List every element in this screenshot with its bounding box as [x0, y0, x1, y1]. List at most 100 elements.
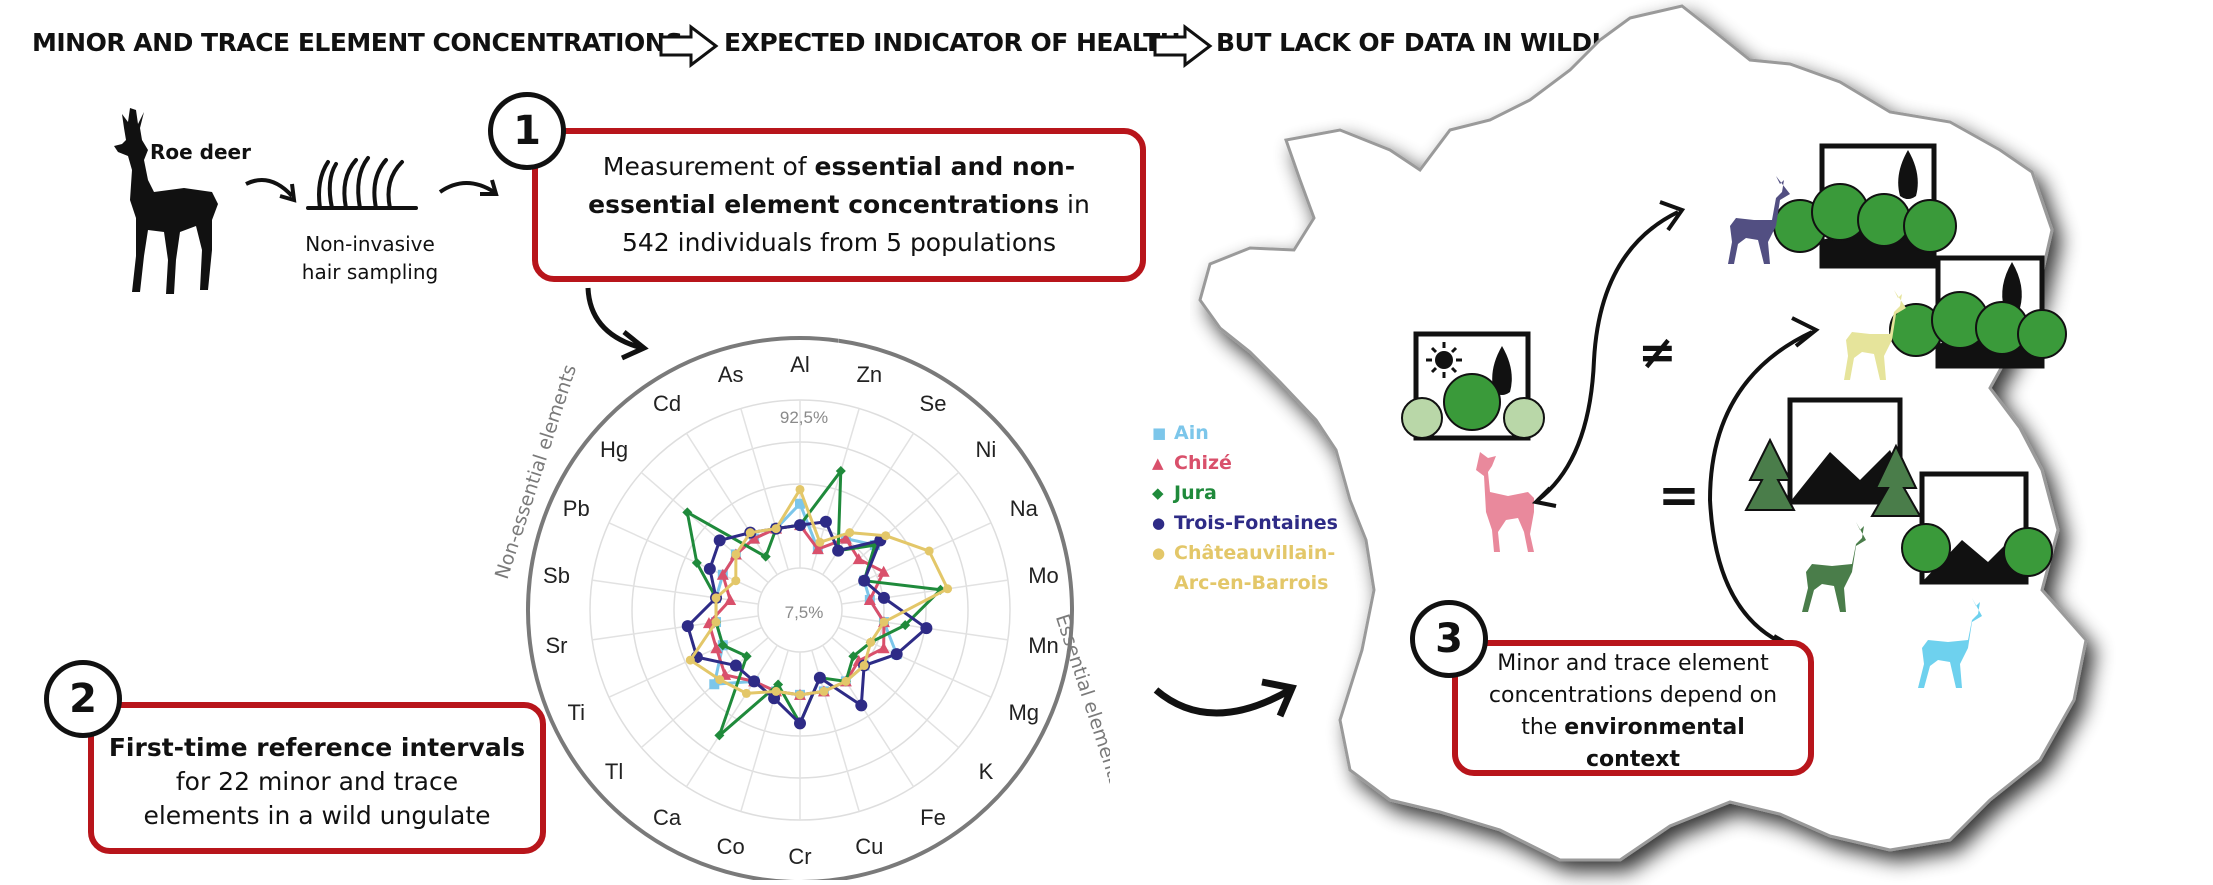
essential-elements-arc [620, 338, 1074, 880]
data-point-ch-teauvillain-arc-en-barrois-as [771, 524, 781, 534]
step-1-number: 1 [488, 92, 566, 170]
data-point-ch-teauvillain-arc-en-barrois-pb [731, 576, 741, 586]
chateauvillain-deer-icon [1844, 290, 1906, 380]
data-point-ch-teauvillain-arc-en-barrois-sr [711, 617, 721, 627]
data-point-chiz-ni [852, 553, 865, 565]
data-point-ch-teauvillain-arc-en-barrois-na [924, 546, 934, 556]
axis-label-ca: Ca [653, 805, 682, 830]
radar-spoke [608, 626, 763, 698]
data-point-trois-fontaines-mn [920, 622, 933, 635]
sampling-method-label: Non-invasive hair sampling [301, 232, 439, 284]
axis-label-na: Na [1010, 496, 1039, 521]
data-point-jura-pb [691, 557, 702, 568]
radial-tick-outer: 92,5% [780, 408, 828, 427]
data-point-trois-fontaines-cr [794, 717, 806, 730]
step-3-box: Minor and trace element concentrations d… [1452, 640, 1814, 776]
legend-label: Chizé [1174, 452, 1232, 474]
data-point-chiz-se [839, 532, 852, 544]
data-point-trois-fontaines-mg [890, 648, 903, 661]
axis-label-mn: Mn [1028, 633, 1059, 658]
radar-spoke [685, 432, 778, 576]
data-point-ch-teauvillain-arc-en-barrois-al [795, 484, 805, 494]
legend-label: Châteauvillain-Arc-en-Barrois [1174, 542, 1336, 594]
legend-label: Trois-Fontaines [1174, 512, 1338, 534]
data-point-ch-teauvillain-arc-en-barrois-sb [711, 593, 721, 603]
not-equal-symbol: ≠ [1638, 325, 1677, 379]
data-point-jura-cd [760, 551, 771, 562]
ain-habitat-icon [1901, 471, 2053, 585]
curved-arrow-2-icon [438, 179, 499, 196]
axis-label-cr: Cr [788, 844, 811, 869]
step-1-box: Measurement of essential and non-essenti… [532, 128, 1146, 282]
step-2-number: 2 [44, 660, 122, 738]
data-point-ch-teauvillain-arc-en-barrois-cr [795, 690, 805, 700]
ain-deer-icon [1918, 598, 1982, 688]
axis-label-mg: Mg [1008, 700, 1039, 725]
roe-deer-silhouette-icon [114, 108, 218, 294]
step-1-to-chart-arrow-icon [585, 287, 649, 361]
legend-item: ■ Ain [1152, 418, 1344, 448]
chize-habitat-icon [1401, 331, 1545, 441]
data-point-trois-fontaines-fe [855, 699, 868, 712]
axis-label-al: Al [790, 352, 810, 377]
axis-label-zn: Zn [856, 362, 882, 387]
data-point-ch-teauvillain-arc-en-barrois-ni [881, 531, 891, 541]
data-point-trois-fontaines-tl [729, 659, 742, 672]
radar-spoke [685, 644, 778, 788]
legend-label: Jura [1174, 482, 1217, 504]
axis-label-cd: Cd [653, 391, 681, 416]
data-point-trois-fontaines-na [858, 574, 871, 587]
legend-marker-icon: ● [1152, 514, 1166, 532]
data-point-trois-fontaines-hg [713, 534, 726, 547]
radar-spoke [837, 626, 992, 698]
axis-label-sr: Sr [546, 633, 568, 658]
data-point-ch-teauvillain-arc-en-barrois-zn [815, 537, 825, 547]
header-part-2: EXPECTED INDICATOR OF HEALTH [724, 28, 1181, 57]
data-point-trois-fontaines-se [832, 544, 845, 557]
data-point-trois-fontaines-cu [813, 671, 826, 684]
data-point-ain-al [795, 498, 805, 509]
data-point-chiz-na [877, 565, 890, 577]
data-point-chiz-zn [811, 543, 824, 555]
data-point-chiz-ti [710, 642, 723, 654]
axis-label-tl: Tl [605, 759, 623, 784]
data-point-jura-k [848, 651, 859, 662]
radar-spoke [592, 615, 759, 641]
radar-spoke [740, 650, 789, 812]
chateauvillain-habitat-icon [1889, 255, 2067, 369]
jura-habitat-icon [1744, 397, 1922, 517]
data-point-ch-teauvillain-arc-en-barrois-ti [685, 655, 695, 665]
curved-arrow-1-icon [245, 178, 297, 203]
data-point-jura-ca [714, 730, 725, 741]
axis-label-ni: Ni [976, 437, 997, 462]
step-3-number: 3 [1410, 600, 1488, 678]
legend-marker-icon: ◆ [1152, 484, 1164, 502]
equal-symbol: = [1658, 466, 1700, 524]
legend-marker-icon: ■ [1152, 424, 1167, 442]
step-2-text: First-time reference intervals for 22 mi… [108, 733, 526, 830]
axis-label-fe: Fe [920, 805, 946, 830]
trois-fontaines-habitat-icon [1773, 143, 1957, 269]
axis-label-hg: Hg [600, 437, 628, 462]
hair-tuft-icon [306, 156, 418, 210]
radar-spoke [831, 471, 960, 584]
axis-label-cu: Cu [855, 834, 883, 859]
data-point-ch-teauvillain-arc-en-barrois-k [859, 661, 869, 671]
header-part-1: MINOR AND TRACE ELEMENT CONCENTRATIONS [32, 28, 683, 57]
legend-item: ● Châteauvillain-Arc-en-Barrois [1152, 538, 1344, 598]
axis-label-ti: Ti [567, 700, 585, 725]
data-point-trois-fontaines-pb [703, 562, 716, 575]
data-point-jura-hg [682, 507, 693, 518]
radar-spoke [640, 471, 769, 584]
axis-label-pb: Pb [563, 496, 590, 521]
axis-label-co: Co [717, 834, 745, 859]
data-point-ch-teauvillain-arc-en-barrois-mo [943, 584, 953, 594]
species-label: Roe deer [150, 140, 251, 164]
legend-item: ◆ Jura [1152, 478, 1344, 508]
data-point-chiz-mo [863, 593, 876, 605]
legend-marker-icon: ● [1152, 544, 1166, 562]
legend-item: ● Trois-Fontaines [1152, 508, 1344, 538]
header-part-3: BUT LACK OF DATA IN WILDLIFE [1216, 28, 1650, 57]
data-point-ch-teauvillain-arc-en-barrois-se [845, 528, 855, 538]
